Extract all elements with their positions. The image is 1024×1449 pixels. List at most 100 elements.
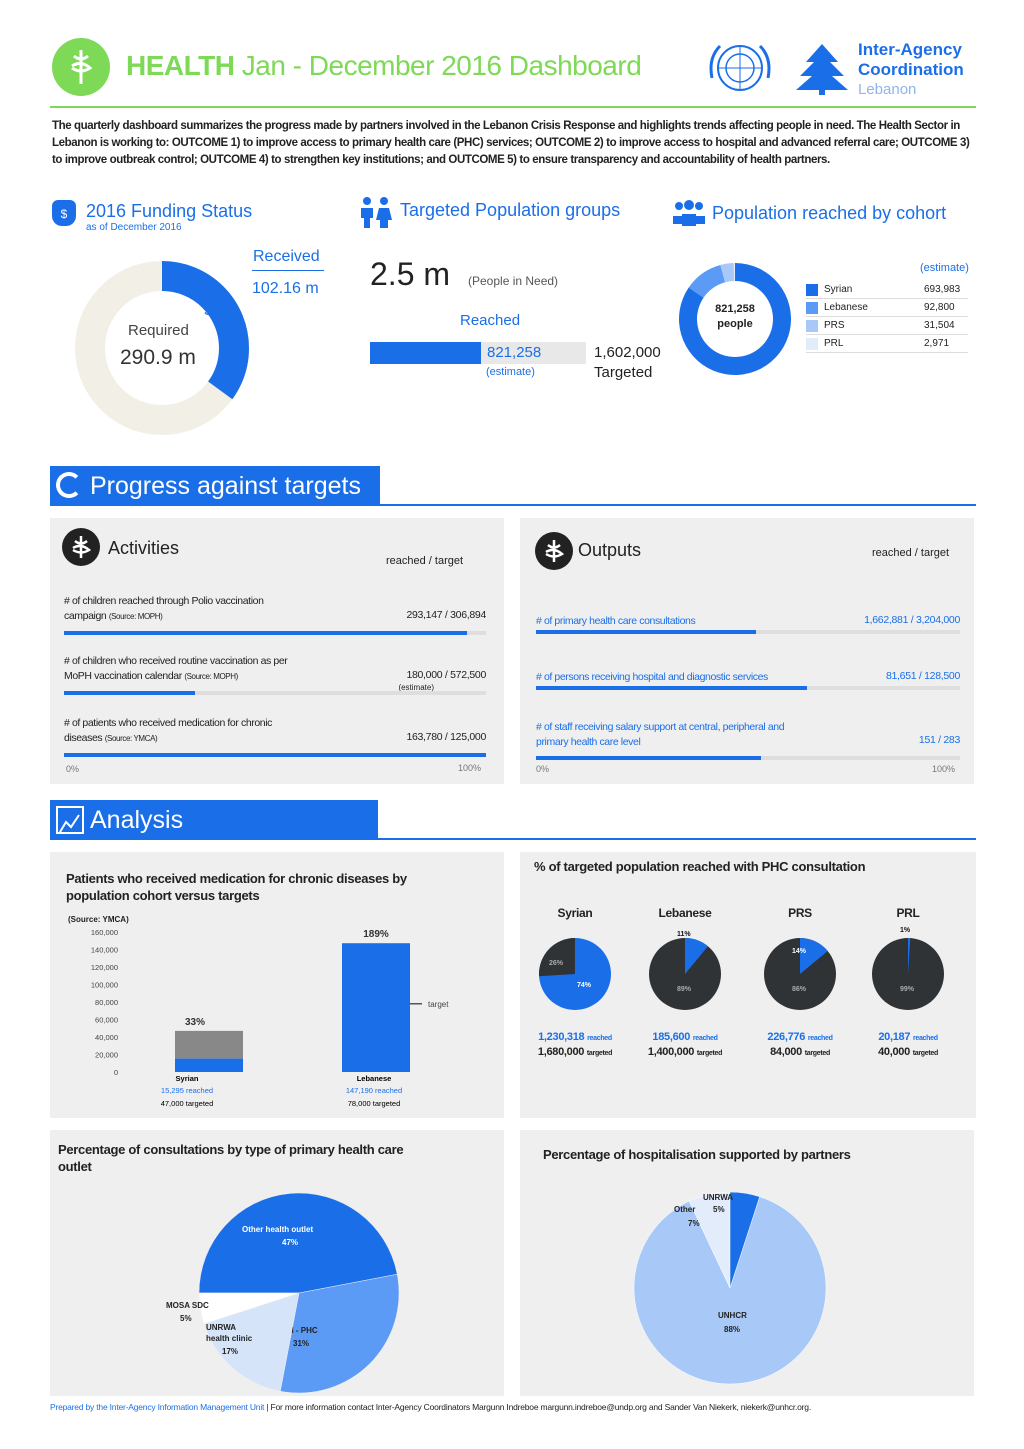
cohort-name: Syrian <box>824 284 853 295</box>
chart3-pie: Other health outlet 47% MoPH - PHC 31% UNRWA… <box>166 1192 400 1394</box>
chart2-targeted-word: targeted <box>804 1050 831 1057</box>
analysis-line <box>50 838 976 840</box>
progress-line <box>50 504 976 506</box>
chart3-slice-pct: 17% <box>222 1347 238 1356</box>
chart2-reached-pct: 74% <box>577 982 592 989</box>
activity-source: (Source: MOPH) <box>108 612 163 621</box>
chart1-target-text: 47,000 targeted <box>161 1099 214 1108</box>
chart2-targeted-value: 40,000 <box>878 1046 910 1058</box>
chart2-pie <box>539 938 611 1010</box>
chart1-reached-bar <box>342 943 410 1072</box>
cohort-value: 2,971 <box>924 338 950 349</box>
activity-label-line2: diseases (Source: YMCA) <box>64 731 364 746</box>
chart1-ytick: 160,000 <box>91 928 118 937</box>
chart2-reached: 185,600 reached <box>630 1031 740 1043</box>
chart3-slice <box>203 1292 300 1392</box>
reached-label: Reached <box>460 312 521 329</box>
output-value: 81,651 / 128,500 <box>885 670 960 682</box>
chart1-source: (Source: YMCA) <box>68 915 129 924</box>
activity-bar-fill <box>64 631 467 635</box>
health-logo-icon <box>52 38 110 96</box>
chart2-reached-value: 185,600 <box>652 1031 691 1043</box>
activity-label-line2: campaign (Source: MOPH) <box>64 609 364 624</box>
chart3-slice <box>279 1273 400 1394</box>
chart2-targeted: 1,400,000 targeted <box>630 1046 740 1058</box>
pin-value: 2.5 m <box>370 256 451 292</box>
chart3-title-line1: Percentage of consultations by type of p… <box>58 1142 404 1157</box>
chart2-targeted-word: targeted <box>912 1050 939 1057</box>
cohort-row: PRL 2,971 <box>806 336 968 353</box>
chart1-reached-bar <box>175 1058 243 1072</box>
analysis-title: Analysis <box>90 806 184 834</box>
activity-bar-bg <box>64 631 486 635</box>
cohort-center-label: people <box>717 318 753 330</box>
funding-percent: 35% <box>204 302 235 319</box>
chart2-pie <box>872 938 944 1010</box>
footer: Prepared by the Inter-Agency Information… <box>50 1402 811 1412</box>
output-bar-fill <box>536 630 757 634</box>
activities-col-header: reached / target <box>386 555 464 567</box>
activity-label: # of patients who received medication fo… <box>64 716 364 746</box>
output-value: 151 / 283 <box>918 734 960 746</box>
output-label: # of persons receiving hospital and diag… <box>536 670 856 685</box>
chart2-pie <box>649 938 721 1010</box>
cohort-name: PRL <box>824 338 844 349</box>
chart2-pie-slice <box>908 938 911 974</box>
received-label: Received <box>253 248 320 265</box>
chart1-target-bar <box>175 1030 243 1059</box>
cohort-hole <box>697 281 773 357</box>
chart1-ytick: 80,000 <box>95 998 118 1007</box>
required-label: Required <box>128 322 189 339</box>
chart2-targeted-value: 84,000 <box>770 1046 802 1058</box>
intro-text: The quarterly dashboard summarizes the p… <box>52 120 970 166</box>
chart4-slice-name: UNHCR <box>718 1311 747 1320</box>
chart2-reached-word: reached <box>912 1035 938 1042</box>
received-value: 102.16 m <box>252 280 319 297</box>
chart2-other-pct: 86% <box>792 986 807 993</box>
chart3-slice-name: health clinic <box>206 1334 253 1343</box>
funding-received-arc <box>75 261 249 435</box>
title-bold: HEALTH <box>126 50 235 81</box>
chart2-reached-value: 226,776 <box>767 1031 806 1043</box>
chart1-title-line2: population cohort versus targets <box>66 888 260 903</box>
group-icon <box>672 200 706 231</box>
chart1-ytick: 100,000 <box>91 981 118 990</box>
progress-header: Progress against targets <box>50 466 380 506</box>
chart4-slice <box>633 1196 827 1385</box>
activity-bar-fill <box>64 691 195 695</box>
chart3-slice-name: Other health outlet <box>242 1225 313 1234</box>
cohort-row: Lebanese 92,800 <box>806 300 968 317</box>
cohort-name: Lebanese <box>824 302 868 313</box>
chart1-pct-label: 189% <box>363 929 389 940</box>
pin-label: (People in Need) <box>468 274 559 288</box>
cohort-value: 92,800 <box>924 302 955 313</box>
activity-label-text: MoPH vaccination calendar <box>64 670 182 682</box>
required-value: 290.9 m <box>120 346 196 369</box>
chart2-pie <box>764 938 836 1010</box>
activity-label: # of children reached through Polio vacc… <box>64 594 364 624</box>
targeted-bar-fill <box>370 342 481 364</box>
chart2-targeted-value: 1,400,000 <box>647 1046 695 1058</box>
activity-bar-bg <box>64 691 486 695</box>
chart2-reached-word: reached <box>807 1035 833 1042</box>
chart2-reached-pct: 11% <box>677 931 691 938</box>
chart2-other-pct: 26% <box>549 960 564 967</box>
chart1-ytick: 40,000 <box>95 1033 118 1042</box>
output-bar-fill <box>536 756 761 760</box>
cohort-swatch <box>806 320 818 332</box>
chart3-slice <box>198 1192 398 1294</box>
chart3-title-line2: outlet <box>58 1159 92 1174</box>
cohort-swatch <box>806 302 818 314</box>
cohort-center-value: 821,258 <box>715 303 755 315</box>
chart2-reached-value: 1,230,318 <box>538 1031 585 1043</box>
targeted-reached-value: 821,258 <box>487 344 542 361</box>
chart2-pie-slice <box>685 938 708 974</box>
cohort-row: PRS 31,504 <box>806 318 968 335</box>
cohort-title: Population reached by cohort <box>712 203 947 223</box>
analysis-header: Analysis <box>50 800 378 840</box>
chart3-slice <box>198 1292 300 1325</box>
chart2-targeted: 40,000 targeted <box>853 1046 963 1058</box>
output-value: 1,662,881 / 3,204,000 <box>864 614 960 626</box>
cohort-name: PRS <box>824 320 845 331</box>
chart4-slice <box>729 1191 760 1289</box>
